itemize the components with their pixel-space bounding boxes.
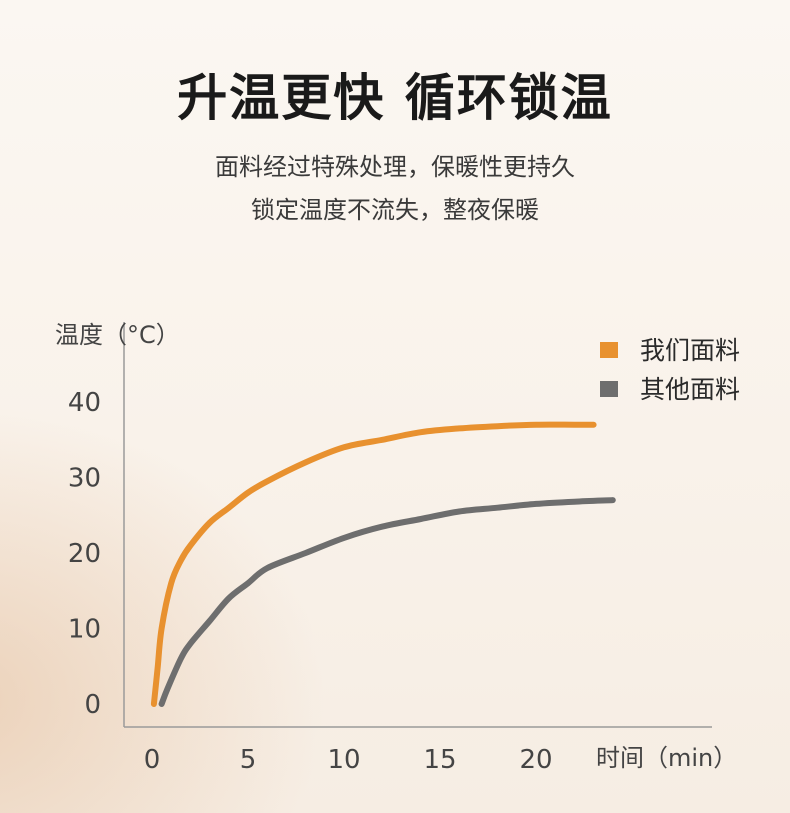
subtitle-line-2: 锁定温度不流失，整夜保暖 — [251, 196, 539, 224]
x-tick-label: 20 — [519, 745, 552, 775]
y-tick-label: 40 — [68, 388, 101, 418]
chart-axes — [123, 322, 712, 728]
y-axis-label: 温度（°C） — [55, 321, 180, 349]
x-tick-label: 0 — [144, 745, 161, 775]
subtitle-line-1: 面料经过特殊处理，保暖性更持久 — [215, 153, 575, 181]
series-line-1 — [150, 421, 597, 707]
x-tick-label: 5 — [240, 745, 257, 775]
series-line-2 — [158, 497, 616, 707]
legend-label: 我们面料 — [640, 336, 740, 365]
legend-swatch — [600, 342, 618, 358]
x-tick-label: 15 — [423, 745, 456, 775]
page-title: 升温更快 循环锁温 — [177, 69, 613, 127]
y-tick-label: 30 — [68, 464, 101, 494]
x-tick-labels: 0 5 10 15 20 — [144, 745, 553, 775]
y-tick-label: 0 — [84, 690, 101, 720]
y-tick-label: 10 — [68, 615, 101, 645]
x-tick-label: 10 — [327, 745, 360, 775]
legend-label: 其他面料 — [640, 375, 740, 404]
y-tick-labels: 0 10 20 30 40 — [68, 388, 101, 720]
y-tick-label: 20 — [68, 539, 101, 569]
chart-series — [150, 421, 616, 707]
x-axis-label: 时间（min） — [596, 744, 737, 772]
legend-swatch — [600, 381, 618, 397]
